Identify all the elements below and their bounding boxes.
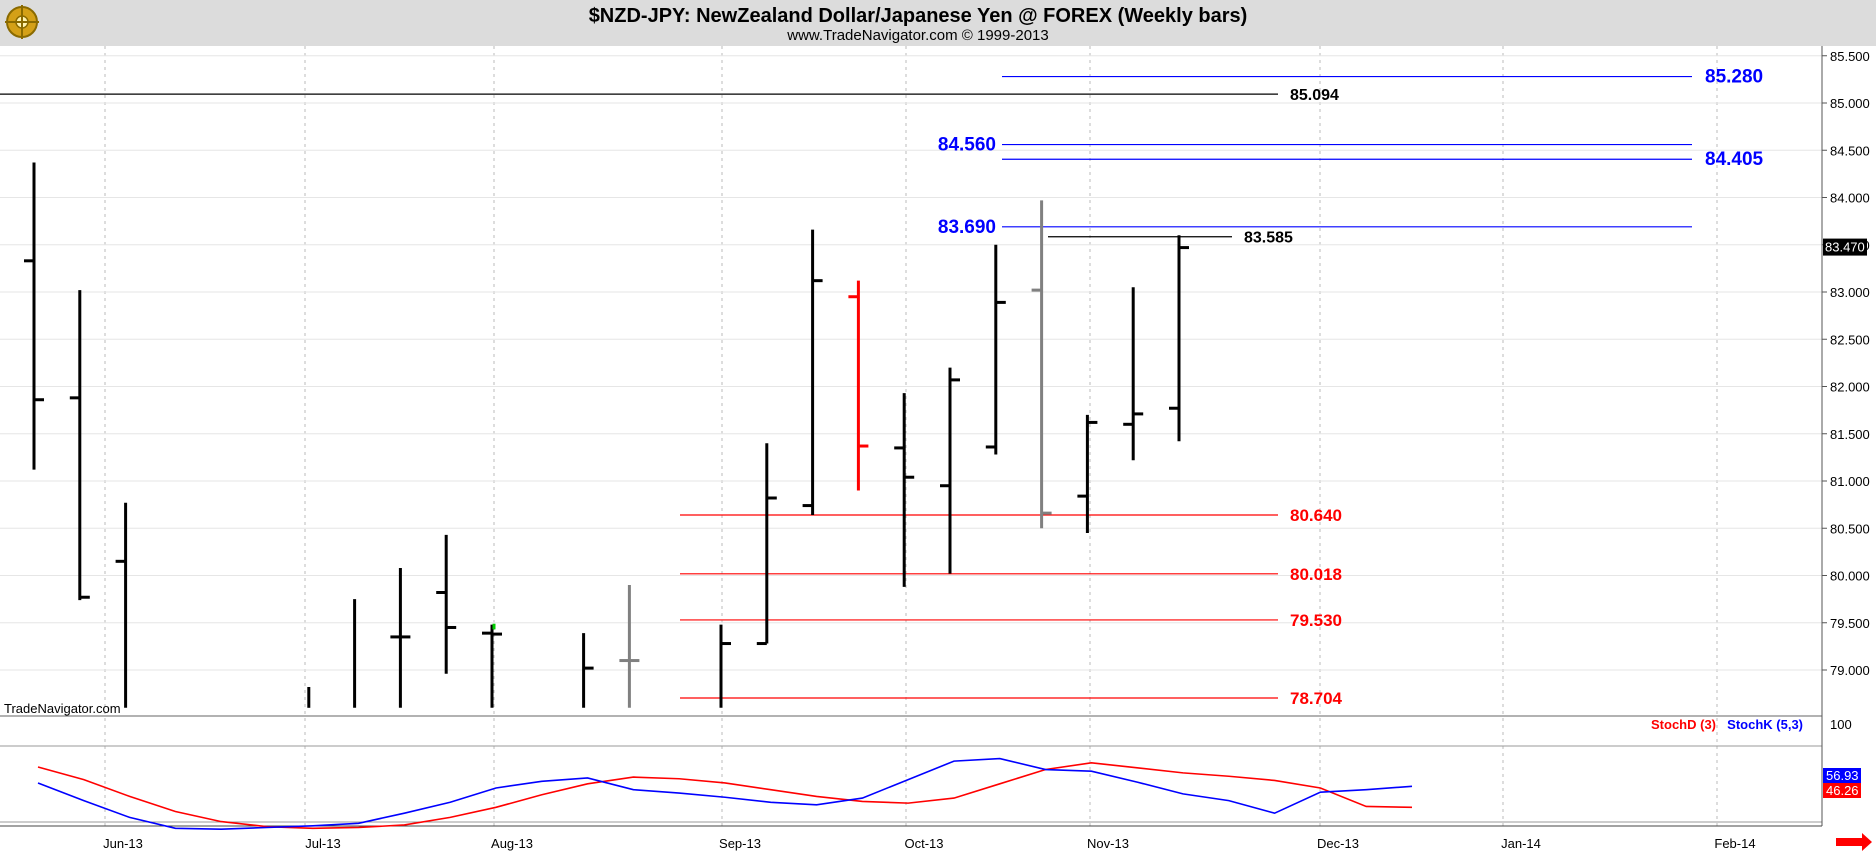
ohlc-bar: [24, 162, 44, 470]
stochk-line: [37, 757, 1413, 830]
ohlc-bar: [802, 229, 823, 516]
stoch-tick-label: 100: [1830, 717, 1852, 732]
time-tick-label: Sep-13: [719, 836, 761, 851]
ohlc-bar: [756, 443, 777, 646]
ohlc-bar: [848, 280, 869, 491]
price-tick-label: 85.500: [1830, 49, 1870, 64]
price-tick-label: 79.000: [1830, 663, 1870, 678]
stoch-value-label: 56.93: [1826, 768, 1859, 783]
level-labels: 85.280 85.094 84.560 84.405 83.690 83.585 80.6…: [938, 67, 1764, 708]
level-label: 84.405: [1705, 149, 1764, 170]
price-tick-label: 82.500: [1830, 332, 1870, 347]
time-tick-label: Feb-14: [1714, 836, 1755, 851]
ohlc-bar: [719, 624, 731, 708]
time-axis: Jun-13 Jul-13 Aug-13 Sep-13 Oct-13 Nov-13 Dec-…: [103, 836, 1755, 851]
stoch-value-badge: [1823, 783, 1861, 798]
legend-stochd: StochD (3): [1651, 717, 1716, 732]
level-lines: [0, 75, 1692, 699]
level-label: 78.704: [1290, 689, 1343, 708]
ohlc-bar: [1123, 287, 1144, 461]
price-tick-label: 80.000: [1830, 569, 1870, 584]
time-tick-label: Nov-13: [1087, 836, 1129, 851]
last-price-label: 83.470: [1825, 240, 1865, 255]
level-label: 79.530: [1290, 611, 1342, 630]
price-tick-label: 85.000: [1830, 96, 1870, 111]
price-tick-label: 83.000: [1830, 285, 1870, 300]
time-tick-label: Dec-13: [1317, 836, 1359, 851]
chart-title: $NZD-JPY: NewZealand Dollar/Japanese Yen…: [589, 5, 1248, 27]
ohlc-bar: [69, 290, 90, 601]
level-label: 84.560: [938, 135, 996, 156]
time-tick-label: Jul-13: [305, 836, 340, 851]
ohlc-bar: [436, 534, 457, 674]
watermark: TradeNavigator.com: [4, 701, 121, 716]
price-tick-label: 84.000: [1830, 191, 1870, 206]
chart-subtitle: www.TradeNavigator.com © 1999-2013: [786, 27, 1048, 44]
ohlc-bar: [1077, 414, 1098, 533]
ohlc-bar: [940, 367, 960, 574]
level-label: 80.640: [1290, 506, 1342, 525]
scroll-right-arrow-icon[interactable]: [1836, 833, 1872, 851]
level-label: 80.018: [1290, 565, 1342, 584]
level-label: 83.585: [1244, 230, 1293, 247]
price-tick-label: 84.500: [1830, 143, 1870, 158]
grid-layer: [0, 46, 1822, 827]
price-axis: 79.000 79.500 80.000 80.500 81.000 81.500 82.0…: [1821, 46, 1870, 826]
stochastic-legend: StochD (3) StochK (5,3): [1651, 717, 1803, 732]
level-label: 85.094: [1290, 87, 1339, 104]
ohlc-bar: [1169, 235, 1189, 442]
ohlc-bar: [482, 624, 502, 708]
stoch-value-label: 46.26: [1826, 783, 1859, 798]
price-tick-label: 81.000: [1830, 474, 1870, 489]
tradenavigator-logo-icon: [5, 5, 39, 39]
ohlc-bar: [1031, 200, 1052, 529]
price-tick-label: 80.500: [1830, 521, 1870, 536]
ohlc-bar: [115, 502, 128, 708]
stoch-value-badge: [1823, 768, 1861, 783]
ohlc-bar: [894, 393, 915, 587]
ohlc-bar: [619, 584, 640, 708]
level-label: 85.280: [1705, 67, 1763, 88]
level-label: 83.690: [938, 217, 996, 238]
time-tick-label: Jan-14: [1501, 836, 1541, 851]
price-tick-label: 79.500: [1830, 616, 1870, 631]
header-bar: [0, 0, 1876, 46]
ohlc-bar: [390, 567, 411, 708]
stochd-line: [37, 761, 1413, 830]
ohlc-bar: [985, 244, 1006, 455]
time-tick-label: Jun-13: [103, 836, 143, 851]
time-tick-label: Oct-13: [904, 836, 943, 851]
time-tick-label: Aug-13: [491, 836, 533, 851]
ohlc-bar: [582, 633, 594, 708]
legend-stochk: StochK (5,3): [1727, 717, 1803, 732]
price-tick-label: 82.000: [1830, 380, 1870, 395]
price-tick-label: 81.500: [1830, 427, 1870, 442]
last-price-badge: [1823, 238, 1867, 256]
ohlc-bars: [24, 162, 1189, 708]
